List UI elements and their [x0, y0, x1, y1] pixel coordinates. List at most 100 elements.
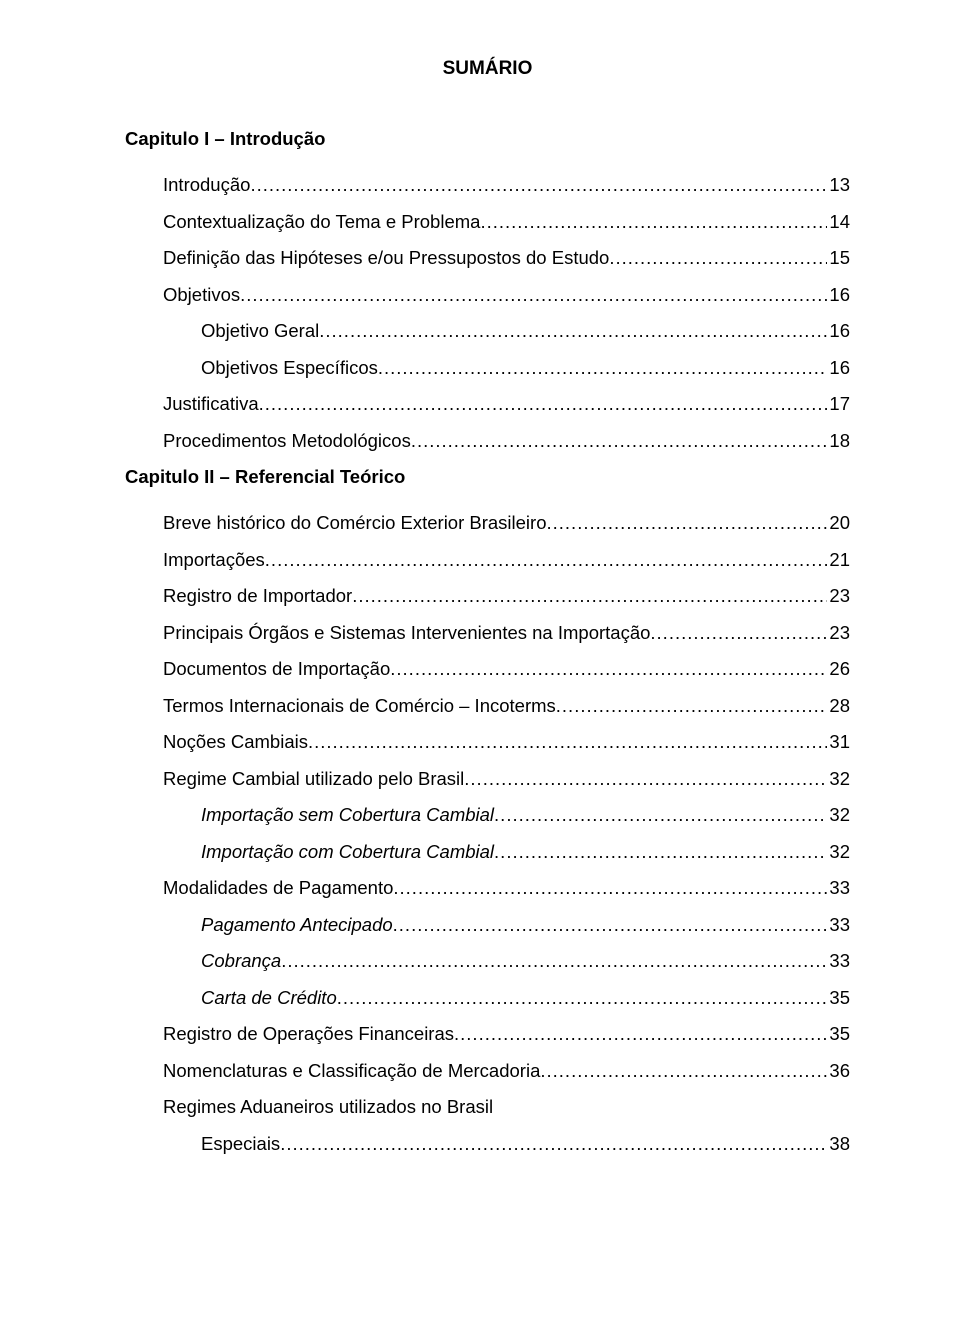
toc-dots	[494, 804, 827, 826]
toc-page: 16	[827, 284, 850, 306]
toc-dots	[540, 1060, 827, 1082]
toc-label: Importações	[163, 549, 265, 571]
toc-label: Termos Internacionais de Comércio – Inco…	[163, 695, 556, 717]
toc-label: Nomenclaturas e Classificação de Mercado…	[163, 1060, 540, 1082]
toc-page: 38	[827, 1133, 850, 1155]
toc-page: 16	[827, 357, 850, 379]
toc-label: Objetivos Específicos	[201, 357, 378, 379]
toc-entry: Importações 21	[125, 549, 850, 571]
toc-dots	[393, 914, 828, 936]
toc-page: 35	[827, 1023, 850, 1045]
toc-page: 23	[827, 622, 850, 644]
toc-dots	[609, 247, 827, 269]
toc-label: Definição das Hipóteses e/ou Pressuposto…	[163, 247, 609, 269]
toc-entry: Importação sem Cobertura Cambial 32	[125, 804, 850, 826]
toc-label: Modalidades de Pagamento	[163, 877, 393, 899]
toc-page: 33	[827, 950, 850, 972]
toc-entry: Registro de Importador 23	[125, 585, 850, 607]
toc-label: Especiais	[201, 1133, 280, 1155]
toc-dots	[464, 768, 827, 790]
toc-dots	[393, 877, 827, 899]
toc-page: 18	[827, 430, 850, 452]
toc-entry: Registro de Operações Financeiras 35	[125, 1023, 850, 1045]
toc-page: 21	[827, 549, 850, 571]
toc-entry: Objetivos Específicos 16	[125, 357, 850, 379]
toc-label: Objetivos	[163, 284, 240, 306]
toc-entry: Objetivos 16	[125, 284, 850, 306]
toc-entry: Cobrança 33	[125, 950, 850, 972]
toc-entry: Procedimentos Metodológicos 18	[125, 430, 850, 452]
toc-dots	[240, 284, 827, 306]
toc-label: Breve histórico do Comércio Exterior Bra…	[163, 512, 547, 534]
toc-dots	[556, 695, 828, 717]
toc-label: Pagamento Antecipado	[201, 914, 393, 936]
toc-dots	[308, 731, 827, 753]
toc-label: Procedimentos Metodológicos	[163, 430, 411, 452]
toc-entry: Nomenclaturas e Classificação de Mercado…	[125, 1060, 850, 1082]
toc-label: Registro de Importador	[163, 585, 352, 607]
toc-label: Principais Órgãos e Sistemas Intervenien…	[163, 622, 650, 644]
toc-label: Noções Cambiais	[163, 731, 308, 753]
toc-entry: Documentos de Importação 26	[125, 658, 850, 680]
page-title: SUMÁRIO	[125, 58, 850, 80]
toc-entry: Pagamento Antecipado 33	[125, 914, 850, 936]
toc-dots	[280, 1133, 827, 1155]
toc-label: Registro de Operações Financeiras	[163, 1023, 454, 1045]
toc-page: 32	[827, 768, 850, 790]
toc-page: 26	[827, 658, 850, 680]
toc-label: Documentos de Importação	[163, 658, 390, 680]
chapter-1-heading: Capitulo I – Introdução	[125, 128, 850, 150]
toc-dots	[547, 512, 828, 534]
toc-page: 33	[827, 914, 850, 936]
toc-dots	[390, 658, 827, 680]
toc-page: 35	[827, 987, 850, 1009]
toc-page: 13	[827, 174, 850, 196]
toc-entry: Especiais 38	[125, 1133, 850, 1155]
toc-dots	[337, 987, 828, 1009]
toc-entry: Introdução 13	[125, 174, 850, 196]
toc-label: Regime Cambial utilizado pelo Brasil	[163, 768, 464, 790]
toc-label: Introdução	[163, 174, 250, 196]
toc-entry: Carta de Crédito 35	[125, 987, 850, 1009]
toc-label: Importação com Cobertura Cambial	[201, 841, 494, 863]
toc-page: 36	[827, 1060, 850, 1082]
toc-dots	[378, 357, 828, 379]
toc-page: 14	[827, 211, 850, 233]
toc-entry: Contextualização do Tema e Problema 14	[125, 211, 850, 233]
toc-entry: Termos Internacionais de Comércio – Inco…	[125, 695, 850, 717]
toc-page: 31	[827, 731, 850, 753]
toc-label: Justificativa	[163, 393, 259, 415]
toc-dots	[480, 211, 827, 233]
toc-entry: Breve histórico do Comércio Exterior Bra…	[125, 512, 850, 534]
toc-dots	[650, 622, 827, 644]
toc-entry: Importação com Cobertura Cambial 32	[125, 841, 850, 863]
toc-dots	[494, 841, 827, 863]
toc-dots	[265, 549, 828, 571]
toc-dots	[250, 174, 827, 196]
toc-dots	[411, 430, 828, 452]
toc-dots	[319, 320, 827, 342]
chapter-2-heading: Capitulo II – Referencial Teórico	[125, 466, 850, 488]
toc-page: 15	[827, 247, 850, 269]
toc-label: Importação sem Cobertura Cambial	[201, 804, 494, 826]
toc-page: 28	[827, 695, 850, 717]
toc-page: 16	[827, 320, 850, 342]
toc-dots	[454, 1023, 827, 1045]
toc-entry: Definição das Hipóteses e/ou Pressuposto…	[125, 247, 850, 269]
page: SUMÁRIO Capitulo I – Introdução Introduç…	[0, 0, 960, 1319]
toc-entry: Principais Órgãos e Sistemas Intervenien…	[125, 622, 850, 644]
toc-label: Carta de Crédito	[201, 987, 337, 1009]
toc-page: 20	[827, 512, 850, 534]
toc-entry: Modalidades de Pagamento 33	[125, 877, 850, 899]
toc-entry: Regime Cambial utilizado pelo Brasil 32	[125, 768, 850, 790]
toc-dots	[259, 393, 828, 415]
toc-label: Contextualização do Tema e Problema	[163, 211, 480, 233]
toc-entry-no-page: Regimes Aduaneiros utilizados no Brasil	[125, 1096, 850, 1118]
toc-page: 23	[827, 585, 850, 607]
toc-dots	[281, 950, 827, 972]
toc-label: Objetivo Geral	[201, 320, 319, 342]
toc-page: 33	[827, 877, 850, 899]
toc-page: 17	[827, 393, 850, 415]
toc-label: Cobrança	[201, 950, 281, 972]
toc-page: 32	[827, 804, 850, 826]
